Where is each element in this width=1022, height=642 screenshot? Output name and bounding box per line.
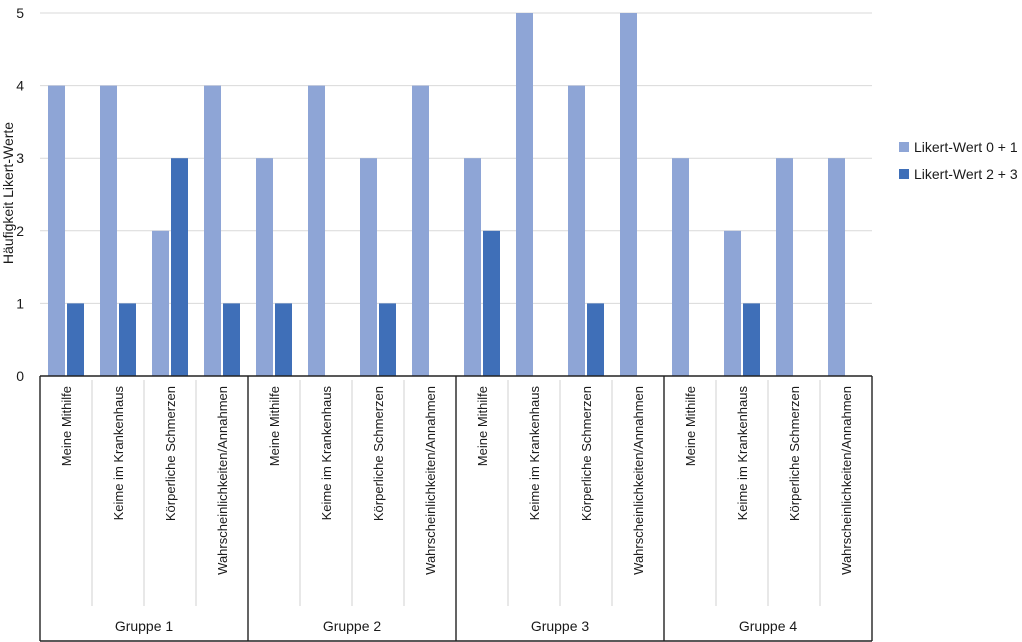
bar-series-2: [119, 303, 136, 376]
bar-series-2: [379, 303, 396, 376]
category-label: Körperliche Schmerzen: [579, 386, 594, 521]
bar-series-2: [587, 303, 604, 376]
bar-series-1: [412, 85, 429, 376]
bar-series-2: [67, 303, 84, 376]
bar-series-2: [743, 303, 760, 376]
bar-series-1: [100, 85, 117, 376]
bar-series-1: [464, 158, 481, 376]
category-label: Wahrscheinlichkeiten/Annahmen: [423, 386, 438, 575]
category-label: Meine Mithilfe: [267, 386, 282, 466]
category-label: Wahrscheinlichkeiten/Annahmen: [839, 386, 854, 575]
group-label: Gruppe 2: [323, 618, 382, 634]
category-label: Körperliche Schmerzen: [787, 386, 802, 521]
group-label: Gruppe 3: [531, 618, 590, 634]
category-label: Wahrscheinlichkeiten/Annahmen: [215, 386, 230, 575]
bar-series-2: [223, 303, 240, 376]
bar-series-1: [568, 85, 585, 376]
group-label: Gruppe 4: [739, 618, 798, 634]
bar-series-1: [724, 230, 741, 376]
legend-label: Likert-Wert 2 + 3: [914, 166, 1018, 182]
y-tick-label: 3: [16, 150, 24, 166]
category-label: Meine Mithilfe: [683, 386, 698, 466]
legend-swatch: [899, 142, 909, 152]
bar-series-2: [171, 158, 188, 376]
category-label: Keime im Krankenhaus: [735, 386, 750, 521]
category-label: Keime im Krankenhaus: [111, 386, 126, 521]
bar-series-1: [256, 158, 273, 376]
bar-series-1: [776, 158, 793, 376]
legend: Likert-Wert 0 + 1 Likert-Wert 2 + 3: [899, 139, 1018, 182]
category-label: Wahrscheinlichkeiten/Annahmen: [631, 386, 646, 575]
y-tick-label: 1: [16, 295, 24, 311]
category-label: Meine Mithilfe: [475, 386, 490, 466]
bar-series-1: [204, 85, 221, 376]
bar-series-1: [360, 158, 377, 376]
bar-series-1: [152, 230, 169, 376]
legend-swatch: [899, 169, 909, 179]
category-axis: Meine Mithilfe Keime im Krankenhaus Körper…: [39, 375, 873, 642]
category-label: Körperliche Schmerzen: [163, 386, 178, 521]
bar-series-1: [516, 13, 533, 376]
y-axis-label: Häufigkeit Likert-Werte: [0, 122, 16, 264]
y-tick-label: 4: [16, 78, 24, 94]
category-label: Meine Mithilfe: [59, 386, 74, 466]
bar-series-2: [275, 303, 292, 376]
bar-series-1: [828, 158, 845, 376]
y-tick-label: 0: [16, 368, 24, 384]
legend-label: Likert-Wert 0 + 1: [914, 139, 1018, 155]
y-tick-label: 2: [16, 223, 24, 239]
category-label: Körperliche Schmerzen: [371, 386, 386, 521]
bar-series-1: [672, 158, 689, 376]
y-axis-ticks: 0 1 2 3 4 5: [16, 5, 24, 384]
group-label: Gruppe 1: [115, 618, 174, 634]
category-label: Keime im Krankenhaus: [527, 386, 542, 521]
bar-series-1: [308, 85, 325, 376]
y-tick-label: 5: [16, 5, 24, 21]
bar-series-1: [620, 13, 637, 376]
category-label: Keime im Krankenhaus: [319, 386, 334, 521]
bar-series-1: [48, 85, 65, 376]
bar-series-2: [483, 230, 500, 376]
bars: [48, 13, 845, 376]
